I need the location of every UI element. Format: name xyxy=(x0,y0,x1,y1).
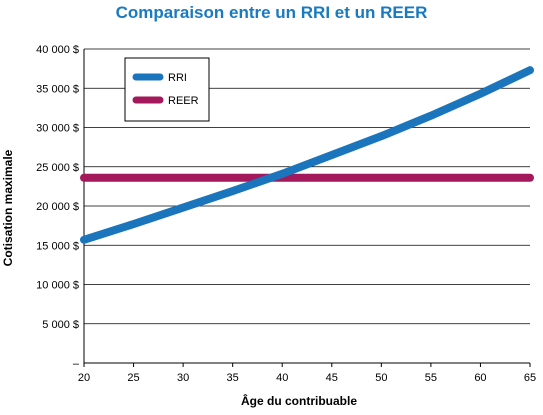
y-tick-label: 20 000 $ xyxy=(36,201,79,213)
y-tick-label: 35 000 $ xyxy=(36,83,79,95)
y-tick-label: 30 000 $ xyxy=(36,123,79,135)
legend-label-rri: RRI xyxy=(168,72,187,84)
y-tick-label: – xyxy=(73,358,80,370)
x-tick-labels: 20 25 30 35 40 45 50 55 60 65 xyxy=(78,372,536,384)
y-tick-labels: – 5 000 $ 10 000 $ 15 000 $ 20 000 $ 25 000 $… xyxy=(36,44,80,370)
x-tick-label: 25 xyxy=(127,372,139,384)
x-tick-label: 55 xyxy=(425,372,437,384)
y-tick-label: 5 000 $ xyxy=(42,319,79,331)
y-tick-label: 40 000 $ xyxy=(36,44,79,56)
x-tick-label: 65 xyxy=(524,372,536,384)
y-tick-label: 25 000 $ xyxy=(36,162,79,174)
x-tick-label: 35 xyxy=(227,372,239,384)
y-axis-title: Cotisation maximale xyxy=(1,149,15,266)
series-line-rri xyxy=(80,66,534,244)
x-axis-title: Âge du contribuable xyxy=(241,393,357,408)
x-tick-label: 60 xyxy=(474,372,486,384)
y-tick-label: 15 000 $ xyxy=(36,240,79,252)
legend-label-reer: REER xyxy=(168,95,199,107)
x-tick-label: 30 xyxy=(177,372,189,384)
chart-title: Comparaison entre un RRI et un REER xyxy=(115,3,428,22)
x-tick-label: 40 xyxy=(276,372,288,384)
x-tick-label: 45 xyxy=(326,372,338,384)
x-tick-label: 50 xyxy=(375,372,387,384)
legend: RRI REER xyxy=(124,57,210,122)
axes xyxy=(83,49,531,367)
y-tick-label: 10 000 $ xyxy=(36,280,79,292)
x-tick-label: 20 xyxy=(78,372,90,384)
legend-box xyxy=(124,57,210,122)
series-lines xyxy=(80,66,534,244)
